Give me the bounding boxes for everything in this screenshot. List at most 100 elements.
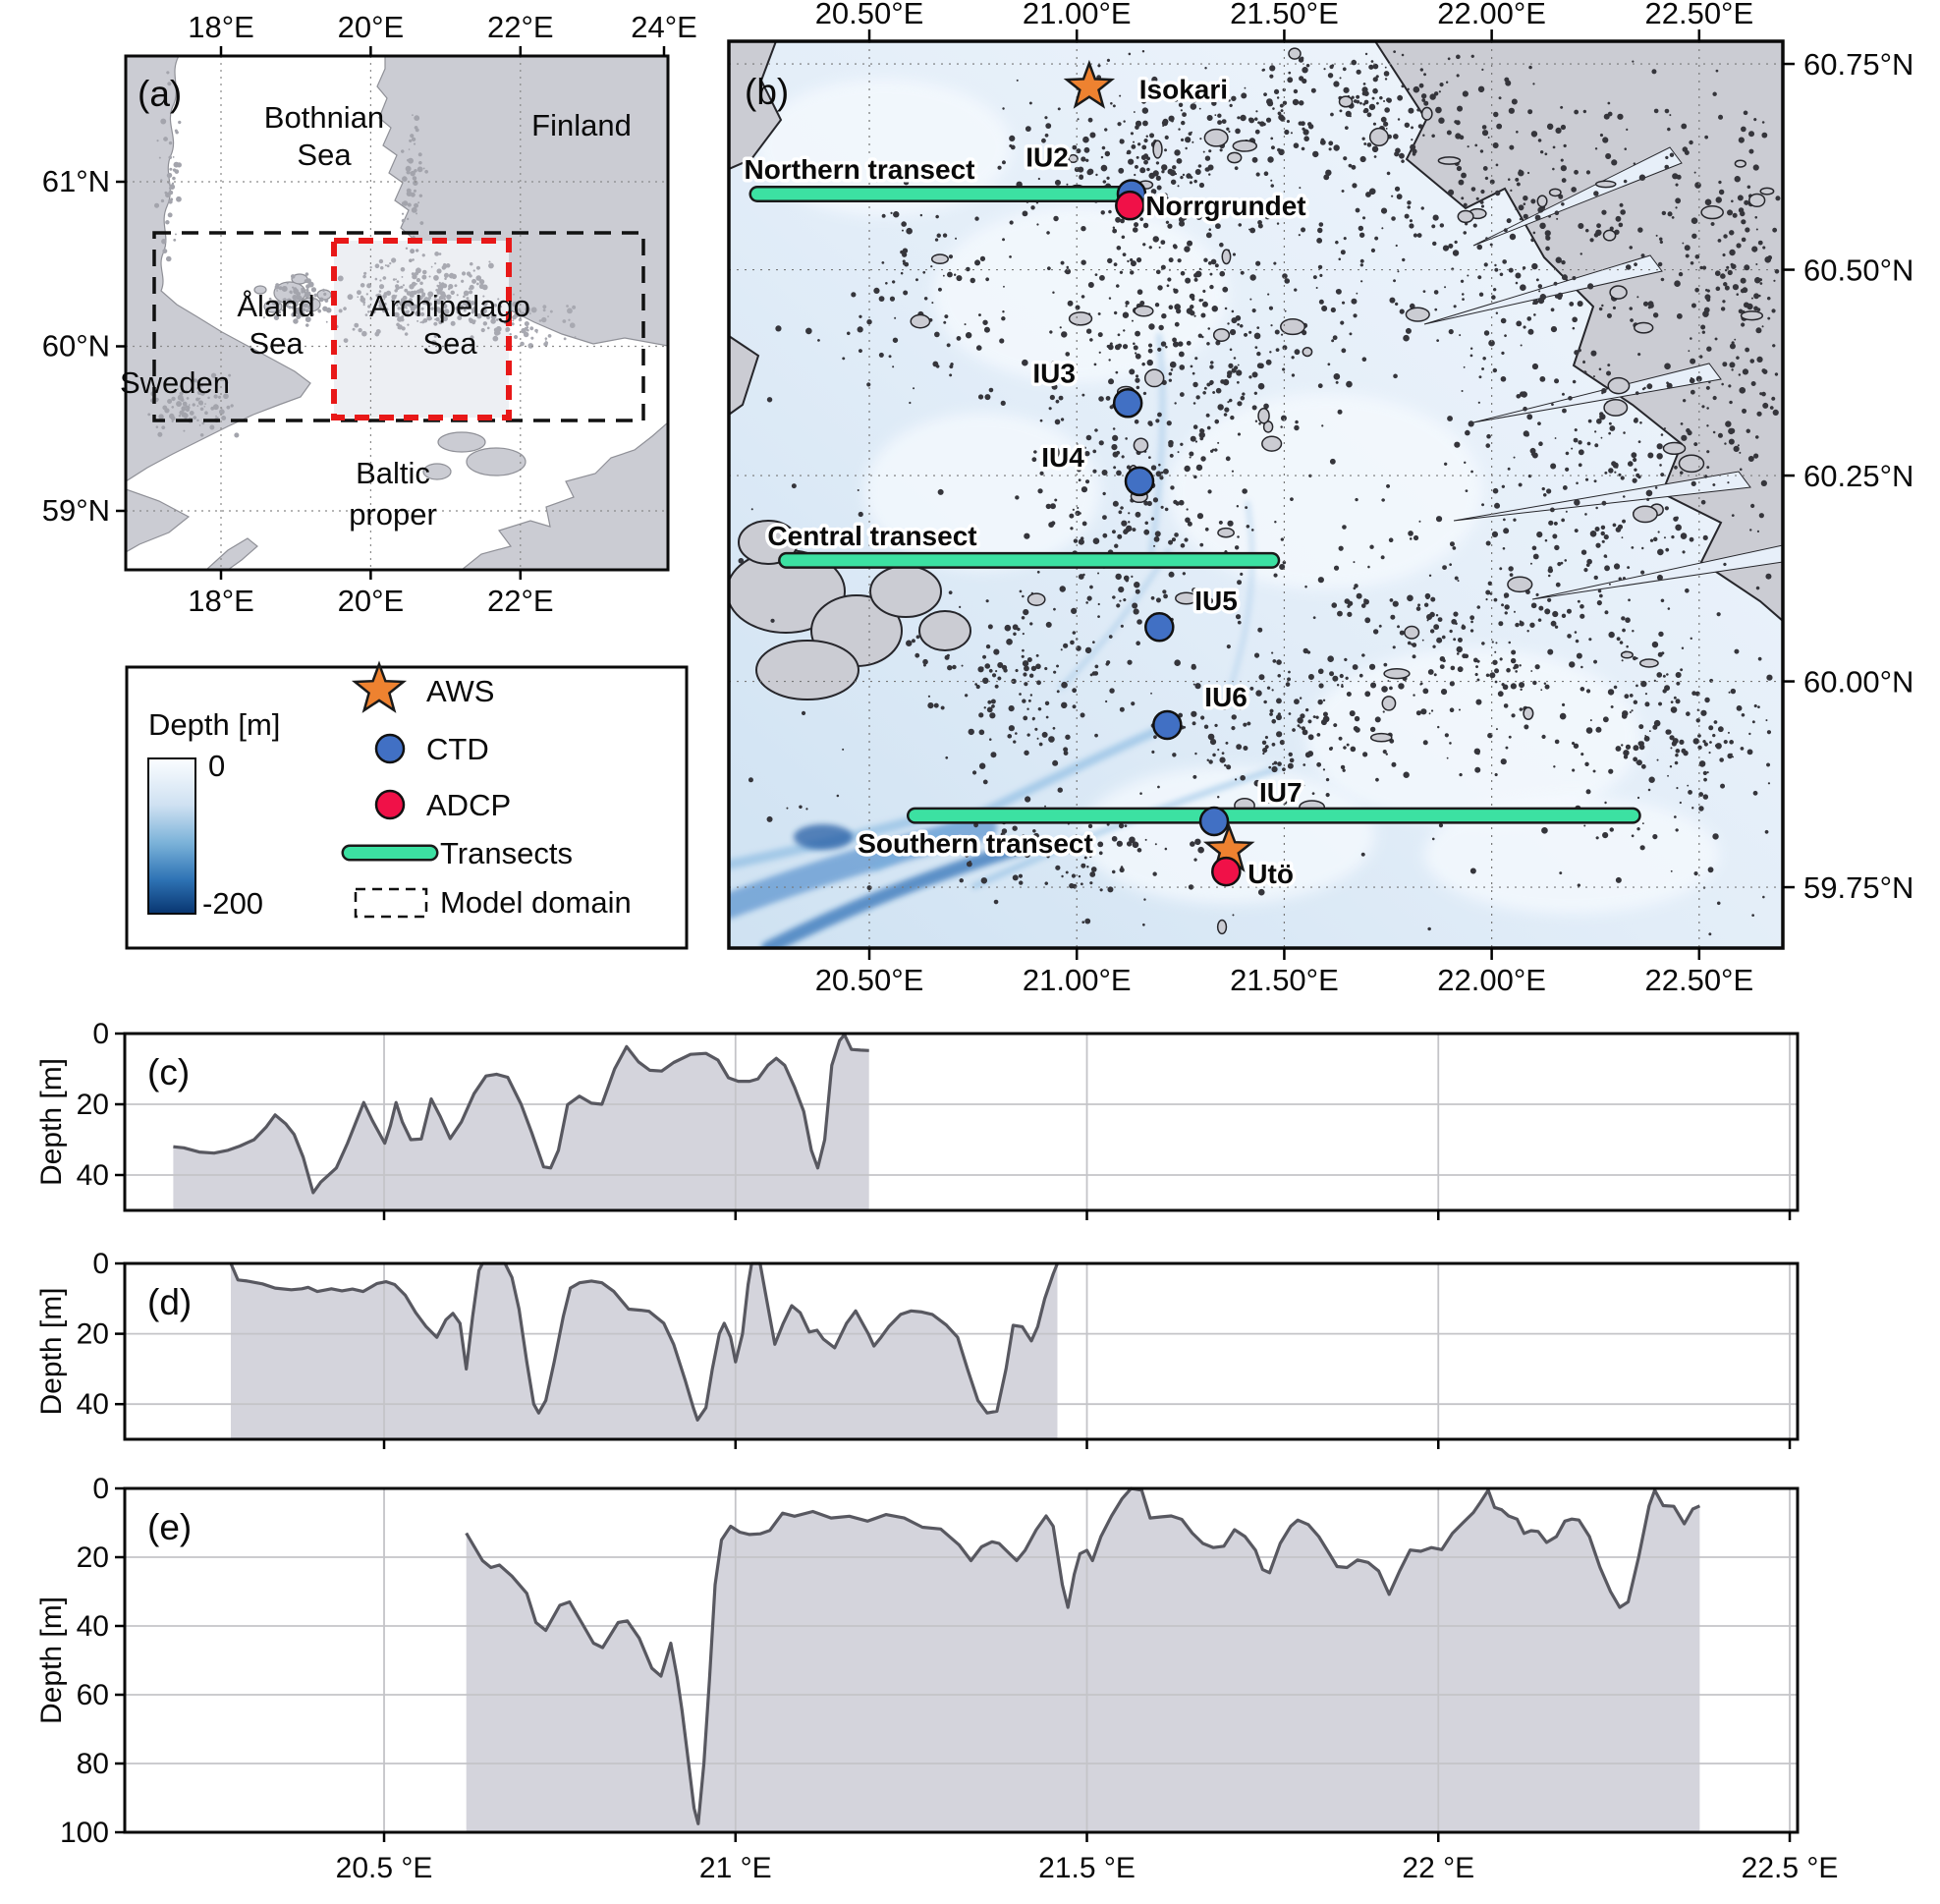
island: [1383, 668, 1411, 680]
profile-panel-c: 0 20 40 Depth [m] (c): [35, 1018, 1800, 1220]
shallow-water-patch: [1169, 393, 1483, 589]
panel-b-bottom-tick-label: 21.00°E: [1023, 963, 1132, 997]
y-axis-label: Depth [m]: [35, 1058, 68, 1186]
panel-a-geography: [126, 56, 668, 570]
panel-b-lat-tick-label: 60.75°N: [1803, 47, 1913, 82]
island: [910, 313, 931, 329]
label-archipelago-sea-2: Sea: [422, 326, 477, 361]
station-isokari-aws-star: [1063, 59, 1116, 109]
sweden-south-landmass: [126, 488, 191, 553]
speckle-field: [400, 114, 429, 263]
panel-a-overview-map: 18°E 20°E 22°E 24°E 18°E 20°E 22°E 61°N 60°N 59°N…: [42, 10, 697, 618]
island: [1216, 919, 1228, 935]
coast-northwest: [729, 41, 783, 171]
island: [1381, 696, 1397, 711]
label-baltic-proper-2: proper: [349, 497, 437, 532]
island: [1261, 435, 1283, 452]
island: [1026, 592, 1046, 606]
island: [1221, 249, 1232, 265]
plot-border: [123, 1261, 1800, 1441]
aland-big-island: [755, 640, 859, 700]
station-label-iu7: IU7: [1259, 777, 1303, 808]
island: [1457, 209, 1474, 224]
label-baltic-proper-1: Baltic: [356, 456, 430, 490]
island: [1523, 706, 1534, 721]
island: [1217, 527, 1235, 538]
panel-b-top-tick-label: 22.50°E: [1644, 0, 1753, 30]
station-iu6-ctd-marker: [1152, 709, 1183, 741]
station-utö-adcp-marker: [1211, 856, 1242, 887]
label-aland-sea-2: Sea: [249, 326, 304, 361]
model-domain-box: [152, 231, 645, 422]
panel-a-letter: (a): [138, 74, 182, 114]
island: [1203, 128, 1229, 147]
panel-a-bottom-tick-label: 18°E: [188, 584, 254, 618]
island: [1133, 437, 1149, 453]
y-tick-label: 100: [60, 1817, 109, 1849]
island: [1620, 650, 1634, 659]
study-area-red-box: [331, 238, 512, 420]
fjord-inlet: [1472, 363, 1722, 423]
legend-markers: [341, 660, 439, 919]
speckle-field: [262, 272, 332, 327]
island: [1759, 187, 1775, 196]
panel-a-axis-ticks: 18°E 20°E 22°E 24°E 18°E 20°E 22°E 61°N 60°N 59°N: [42, 10, 697, 618]
deep-channel: [729, 814, 997, 919]
depth-area-fill: [173, 1035, 869, 1210]
y-tick-label: 60: [77, 1679, 109, 1711]
panel-b-top-tick-label: 21.00°E: [1023, 0, 1132, 30]
x-tick-label: 22 °E: [1402, 1852, 1474, 1884]
island: [1740, 310, 1764, 321]
y-tick-label: 40: [77, 1388, 109, 1421]
island: [1175, 591, 1198, 605]
island: [1257, 407, 1270, 424]
island: [1068, 153, 1079, 164]
transect-label: Central transect: [767, 521, 976, 551]
panel-a-highres-shading: [334, 241, 509, 418]
station-markers: Isokari IU2 Norrgrundet IU3 IU4 IU5 IU6 IU7 Utö: [1023, 59, 1309, 893]
island: [1368, 127, 1389, 147]
island: [1607, 376, 1631, 395]
panel-b-lat-tick-label: 60.50°N: [1803, 253, 1913, 288]
station-label-norrgrundet: Norrgrundet: [1145, 191, 1305, 221]
x-tick-label: 21.5 °E: [1038, 1852, 1136, 1884]
islands-dots: [738, 50, 1781, 936]
island: [1609, 285, 1628, 300]
station-iu5-ctd-marker: [1144, 611, 1175, 643]
label-bothnian-sea-2: Sea: [297, 138, 352, 172]
label-aland-sea-1: Åland: [237, 289, 314, 323]
legend-label-adcp: ADCP: [426, 788, 511, 822]
y-tick-label: 0: [92, 1248, 109, 1280]
island: [1338, 95, 1354, 108]
panel-b-letter: (b): [745, 72, 789, 112]
panel-b-top-tick-label: 21.50°E: [1230, 0, 1339, 30]
profile-panel-letter: (e): [147, 1507, 192, 1547]
legend-depth-title: Depth [m]: [148, 707, 280, 742]
island: [1232, 140, 1258, 152]
fjord-inlet: [1472, 146, 1683, 247]
shallow-water-patch: [756, 79, 1012, 216]
island: [1134, 305, 1154, 317]
depth-area-fill: [231, 1263, 1058, 1439]
panel-b-detail-map: Northern transect Central transect Souther…: [727, 0, 1913, 997]
island: [1212, 328, 1231, 342]
gotland-tip: [205, 537, 258, 570]
aws-star-icon: [351, 660, 408, 713]
station-label-isokari: Isokari: [1139, 75, 1228, 105]
estonian-island: [422, 463, 452, 480]
aland-big-island: [918, 610, 971, 651]
aland-island: [300, 297, 321, 312]
island: [1734, 159, 1746, 168]
transect-label: Southern transect: [858, 828, 1093, 859]
panel-b-bottom-tick-label: 21.50°E: [1230, 963, 1339, 997]
station-label-iu4: IU4: [1041, 442, 1084, 473]
island: [1602, 229, 1617, 242]
island: [1405, 307, 1430, 322]
shallow-water-patch: [1424, 796, 1719, 914]
island: [1603, 399, 1629, 417]
ctd-circle-icon: [374, 733, 406, 764]
y-axis-label: Depth [m]: [35, 1596, 68, 1724]
station-label-utö: Utö: [1247, 859, 1294, 889]
panel-b-bottom-tick-label: 22.00°E: [1437, 963, 1546, 997]
